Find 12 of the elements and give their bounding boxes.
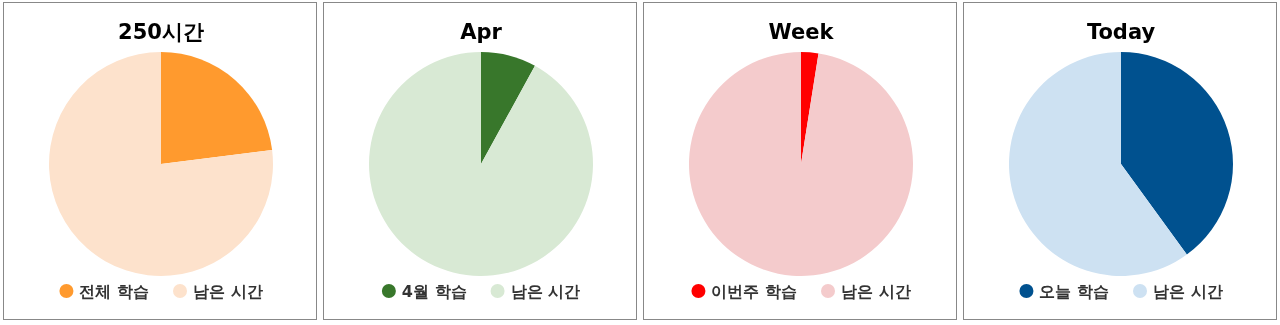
chart-title: Apr — [460, 20, 503, 44]
legend-label: 오늘 학습 — [1039, 282, 1109, 301]
legend-label: 남은 시간 — [1153, 282, 1223, 301]
legend-label: 이번주 학습 — [711, 282, 797, 301]
chart-title: 250시간 — [118, 20, 204, 44]
chart-title: Week — [768, 20, 835, 44]
legend-label: 남은 시간 — [841, 282, 911, 301]
legend-label: 전체 학습 — [79, 282, 149, 301]
chart-title: Today — [1086, 20, 1156, 44]
legend-label: 남은 시간 — [510, 282, 581, 301]
legend-label: 4월 학습 — [401, 282, 467, 301]
legend-label: 남은 시간 — [193, 282, 263, 301]
